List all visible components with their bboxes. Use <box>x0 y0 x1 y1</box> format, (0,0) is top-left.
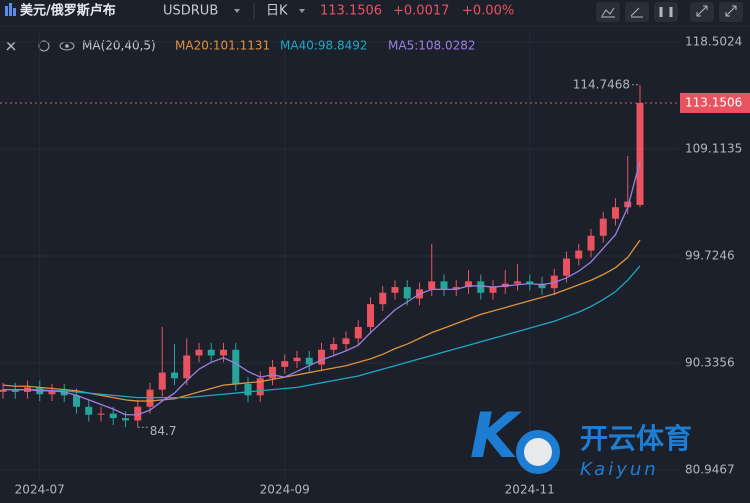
candle-body <box>281 361 289 367</box>
candle-body <box>305 357 313 365</box>
icon <box>725 5 737 17</box>
candle-body <box>158 372 166 390</box>
interval[interactable]: 日K <box>266 4 288 19</box>
candle-body <box>330 344 338 350</box>
icon <box>13 8 16 16</box>
candle-body <box>514 281 521 284</box>
candle-body <box>109 413 117 419</box>
icon <box>9 3 12 16</box>
settings-icon[interactable] <box>38 40 50 52</box>
candle-body <box>97 413 105 415</box>
last-price-label: 113.1506 <box>685 95 742 109</box>
candle-body <box>195 349 203 356</box>
candle-body <box>171 372 178 379</box>
candle-body <box>293 357 301 362</box>
ma-line <box>3 161 641 416</box>
candle-body <box>624 201 632 208</box>
icon <box>5 6 8 16</box>
candle-body <box>134 406 142 421</box>
change: +0.0017 <box>393 4 449 19</box>
candle-body <box>207 349 215 356</box>
watermark: K 开云体育 Kaiyun <box>470 399 692 480</box>
icon <box>601 7 615 18</box>
last-price-box <box>680 92 750 113</box>
candle-body <box>85 406 93 415</box>
symbol[interactable]: USDRUB <box>163 4 218 19</box>
candle-body <box>269 366 276 379</box>
candle-body <box>428 281 436 290</box>
dropdown[interactable] <box>299 9 305 13</box>
candle-body <box>256 378 264 396</box>
legend-entry: MA5:108.0282 <box>388 39 476 53</box>
watermark-logo <box>524 438 552 466</box>
candle-body <box>599 218 607 236</box>
candle-body <box>403 287 411 299</box>
candle-body <box>60 390 68 396</box>
tool-button[interactable] <box>719 2 743 22</box>
y-tick-label: 80.9467 <box>685 463 735 477</box>
candle-body <box>391 287 399 293</box>
dropdown[interactable] <box>234 9 240 13</box>
y-tick-label: 99.7246 <box>685 248 735 262</box>
x-tick-label: 2024-11 <box>505 483 555 497</box>
ma-line <box>3 265 641 399</box>
x-tick-label: 2024-07 <box>15 483 65 497</box>
legend-entry: MA20:101.1131 <box>175 39 270 53</box>
candle-body <box>220 349 227 356</box>
x-tick-label: 2024-09 <box>260 483 310 497</box>
candle-body <box>244 383 252 396</box>
candle-body <box>11 389 19 392</box>
tool-button[interactable] <box>625 2 649 22</box>
change-pct: +0.00% <box>462 4 514 19</box>
candle-body <box>367 304 374 327</box>
candle-body <box>575 250 583 259</box>
candle-body <box>122 418 129 421</box>
candle-body <box>526 281 534 284</box>
watermark-latin: Kaiyun <box>580 459 659 480</box>
candle-body <box>232 349 240 384</box>
candle-body <box>563 258 570 276</box>
high-annotation: 114.7468 <box>573 77 630 91</box>
watermark-logo: K <box>470 399 522 472</box>
symbol-name[interactable]: 美元/俄罗斯卢布 <box>20 3 116 19</box>
low-annotation: 84.7 <box>150 424 177 438</box>
candle-body <box>587 235 595 251</box>
close-icon[interactable] <box>6 41 16 51</box>
tool-button[interactable] <box>690 2 714 22</box>
candle-body <box>0 389 7 392</box>
icon <box>630 7 643 18</box>
last-price: 113.1506 <box>320 4 382 19</box>
candle-body <box>636 102 644 205</box>
visibility-icon <box>65 44 69 48</box>
candle-body <box>318 349 325 365</box>
y-tick-label: 118.5024 <box>685 34 742 48</box>
indicator-name: MA(20,40,5) <box>82 39 156 53</box>
candle-body <box>183 355 191 379</box>
candle-body <box>477 281 485 293</box>
header: 美元/俄罗斯卢布 USDRUB 日K 113.1506 +0.0017 +0.0… <box>5 2 743 22</box>
candle-body <box>48 390 56 395</box>
candle-body <box>73 395 80 407</box>
y-tick-label: 90.3356 <box>685 356 735 370</box>
icon <box>659 7 673 17</box>
candle-body <box>354 326 362 339</box>
candle-body <box>379 292 387 305</box>
candle-body <box>440 281 448 290</box>
y-tick-label: 109.1135 <box>685 141 742 155</box>
ma-line <box>2 239 641 402</box>
candle-body <box>342 338 350 345</box>
candle-body <box>465 281 472 288</box>
candle-body <box>489 287 497 293</box>
watermark-text: 开云体育 <box>580 422 692 455</box>
icon <box>696 5 708 17</box>
legend-entry: MA40:98.8492 <box>280 39 368 53</box>
tool-button[interactable] <box>654 2 678 22</box>
candle-body <box>612 207 619 219</box>
candle-body <box>538 283 546 289</box>
candle-body <box>452 287 460 290</box>
